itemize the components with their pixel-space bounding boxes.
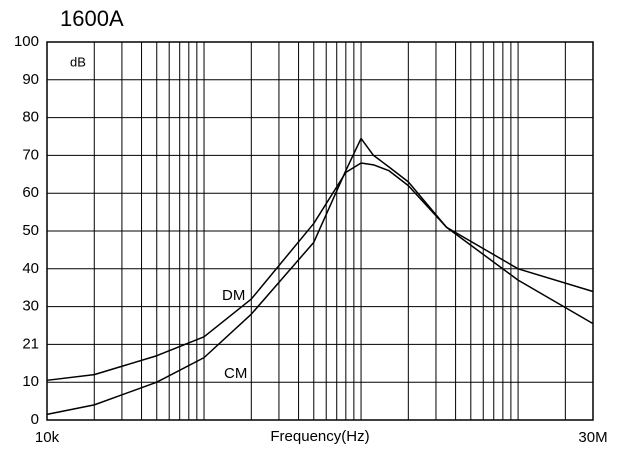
y-tick-label: 10	[22, 373, 39, 390]
series-line	[46, 137, 594, 416]
y-tick-label: 70	[22, 146, 39, 163]
series-label: CM	[224, 365, 247, 382]
y-tick-label: 21	[22, 335, 39, 352]
x-tick-label: 10k	[35, 429, 60, 446]
y-tick-label: 50	[22, 222, 39, 239]
y-tick-label: 100	[14, 33, 39, 50]
y-tick-label: 90	[22, 71, 39, 88]
chart-title: 1600A	[60, 6, 124, 31]
y-tick-label: 60	[22, 184, 39, 201]
y-tick-label: 80	[22, 109, 39, 126]
y-tick-label: 40	[22, 260, 39, 277]
y-tick-label: 0	[31, 411, 39, 428]
y-unit-label: dB	[70, 54, 86, 69]
x-axis-label: Frequency(Hz)	[270, 428, 369, 445]
series-label: DM	[222, 287, 245, 304]
y-tick-label: 30	[22, 298, 39, 315]
x-tick-label: 30M	[578, 429, 607, 446]
plot-border	[46, 41, 594, 421]
